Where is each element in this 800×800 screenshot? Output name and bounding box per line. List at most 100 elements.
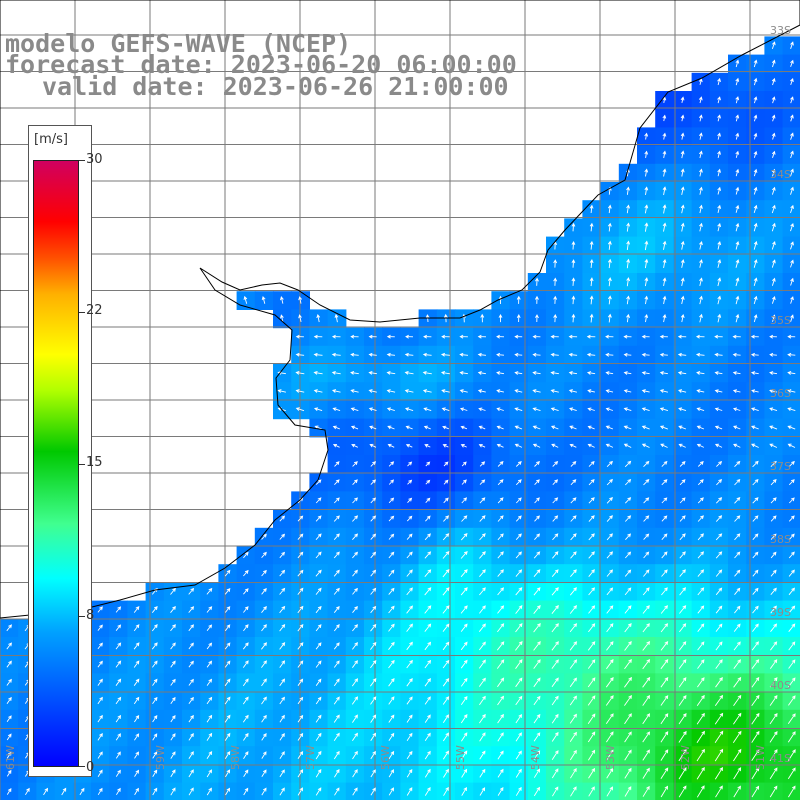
wind-arrow bbox=[533, 786, 541, 797]
wind-arrow bbox=[715, 623, 723, 632]
wind-arrow bbox=[716, 460, 723, 467]
wind-arrow bbox=[750, 371, 759, 375]
wind-arrow bbox=[297, 533, 304, 540]
wind-arrow bbox=[315, 769, 322, 778]
wind-arrow bbox=[715, 641, 723, 651]
wind-arrow bbox=[717, 240, 722, 250]
wind-arrow bbox=[460, 623, 468, 632]
wind-arrow bbox=[790, 277, 794, 286]
wind-arrow bbox=[170, 642, 176, 650]
colorbar-tick bbox=[79, 464, 85, 465]
wind-arrow bbox=[388, 461, 395, 467]
wind-arrow bbox=[279, 660, 286, 668]
wind-arrow bbox=[370, 678, 377, 687]
wind-arrow bbox=[644, 277, 649, 287]
wind-arrow bbox=[587, 407, 595, 412]
wind-arrow bbox=[479, 461, 486, 467]
wind-arrow bbox=[588, 587, 595, 596]
wind-arrow bbox=[714, 712, 724, 725]
wind-arrow bbox=[277, 389, 287, 393]
wind-arrow bbox=[459, 334, 468, 339]
wind-arrow bbox=[735, 222, 740, 232]
wind-arrow bbox=[662, 240, 667, 250]
wind-arrow bbox=[497, 551, 504, 559]
wind-arrow bbox=[733, 712, 742, 725]
wind-arrow bbox=[790, 132, 794, 140]
wind-arrow bbox=[170, 751, 176, 759]
wind-arrow bbox=[570, 497, 577, 504]
wind-arrow bbox=[571, 259, 576, 268]
wind-arrow bbox=[206, 606, 213, 613]
wind-arrow bbox=[279, 605, 286, 614]
wind-arrow bbox=[697, 479, 704, 486]
wind-arrow bbox=[514, 407, 523, 412]
wind-arrow bbox=[677, 334, 687, 339]
wind-arrow bbox=[406, 769, 413, 778]
wind-arrow bbox=[553, 259, 558, 268]
wind-arrow bbox=[787, 425, 796, 430]
wind-arrow bbox=[588, 749, 596, 761]
wind-arrow bbox=[443, 497, 449, 504]
wind-arrow bbox=[734, 497, 741, 504]
wind-arrow bbox=[715, 569, 723, 577]
wind-arrow bbox=[478, 407, 486, 412]
wind-arrow bbox=[532, 389, 541, 393]
wind-arrow bbox=[570, 461, 577, 467]
wind-arrow bbox=[770, 605, 777, 614]
wind-arrow bbox=[424, 750, 431, 760]
wind-arrow bbox=[188, 642, 194, 650]
wind-arrow bbox=[370, 515, 377, 522]
wind-arrow bbox=[404, 352, 414, 357]
wind-arrow bbox=[696, 712, 705, 725]
wind-arrow bbox=[661, 497, 668, 504]
wind-arrow bbox=[752, 587, 759, 595]
wind-arrow bbox=[315, 750, 322, 760]
wind-arrow bbox=[6, 624, 12, 632]
wind-arrow bbox=[751, 785, 760, 798]
wind-arrow bbox=[788, 497, 795, 504]
wind-arrow bbox=[206, 587, 213, 595]
wind-arrow bbox=[696, 425, 705, 430]
wind-arrow bbox=[733, 407, 741, 412]
wind-arrow bbox=[170, 660, 176, 668]
wind-arrow bbox=[461, 786, 468, 796]
wind-arrow bbox=[552, 479, 559, 486]
wind-arrow bbox=[790, 314, 794, 322]
wind-arrow bbox=[460, 532, 468, 541]
wind-arrow bbox=[732, 334, 741, 339]
wind-arrow bbox=[677, 370, 687, 375]
wind-arrow bbox=[295, 389, 305, 393]
wind-arrow bbox=[134, 751, 139, 759]
wind-arrow bbox=[442, 623, 450, 632]
wind-arrow bbox=[626, 313, 631, 323]
wind-arrow bbox=[6, 678, 12, 686]
wind-arrow bbox=[6, 660, 12, 668]
wind-arrow bbox=[479, 695, 486, 706]
wind-arrow bbox=[588, 515, 595, 522]
wind-arrow bbox=[405, 334, 414, 339]
wind-arrow bbox=[771, 259, 776, 268]
wind-arrow bbox=[660, 785, 668, 798]
wind-arrow bbox=[261, 678, 267, 687]
wind-arrow bbox=[751, 389, 759, 393]
wind-arrow bbox=[771, 96, 776, 104]
wind-arrow bbox=[407, 497, 413, 504]
wind-arrow bbox=[514, 425, 523, 430]
wind-arrow bbox=[370, 787, 376, 796]
wind-arrow bbox=[496, 443, 504, 448]
wind-arrow bbox=[279, 515, 286, 522]
wind-arrow bbox=[297, 587, 304, 595]
wind-arrow bbox=[734, 605, 741, 614]
wind-arrow bbox=[352, 660, 358, 668]
wind-arrow bbox=[587, 389, 596, 393]
wind-arrow bbox=[661, 515, 668, 522]
wind-arrow bbox=[478, 425, 486, 430]
wind-arrow bbox=[735, 168, 740, 177]
wind-arrow bbox=[770, 497, 777, 504]
wind-arrow bbox=[370, 659, 377, 669]
longitude-label: 51W bbox=[754, 745, 767, 770]
wind-arrow bbox=[751, 676, 760, 688]
wind-arrow bbox=[588, 497, 595, 504]
wind-arrow bbox=[534, 461, 540, 467]
wind-arrow bbox=[533, 587, 541, 596]
